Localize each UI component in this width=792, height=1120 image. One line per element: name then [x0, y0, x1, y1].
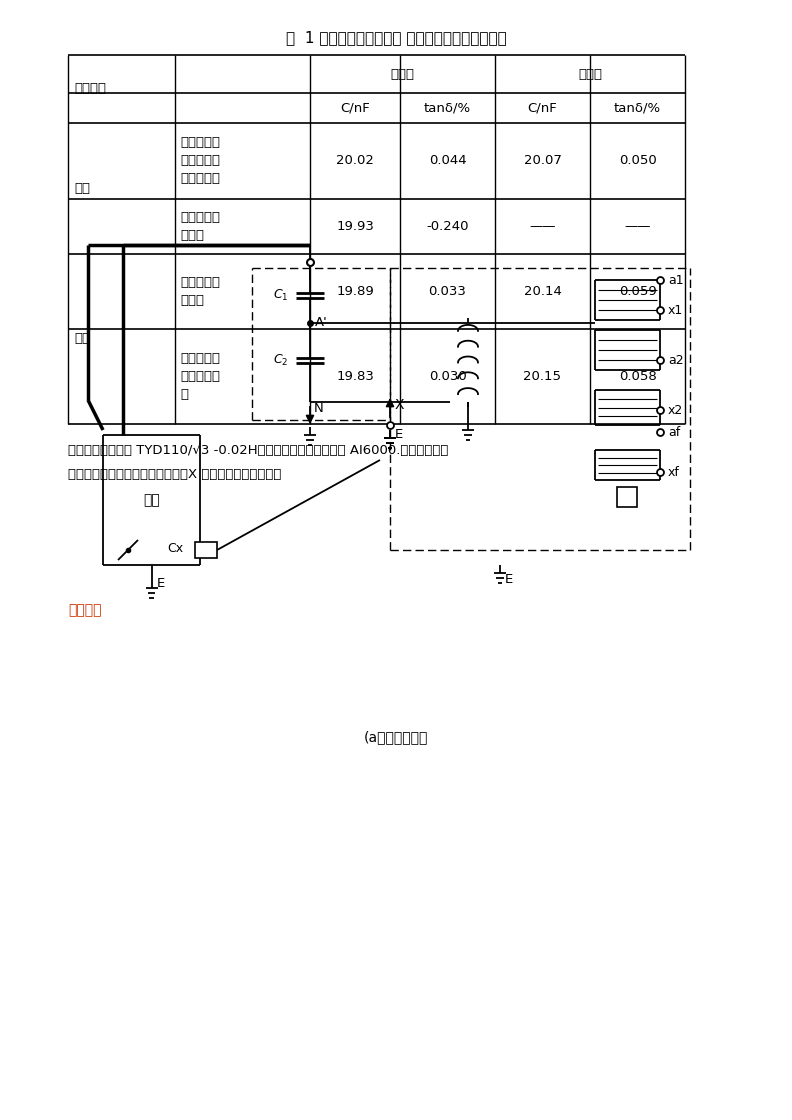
Text: E: E: [395, 428, 403, 441]
Text: X: X: [395, 398, 405, 412]
Text: 0.030: 0.030: [428, 370, 466, 383]
Text: 二次绕组端
子悬空: 二次绕组端 子悬空: [180, 211, 220, 242]
Text: C/nF: C/nF: [340, 102, 370, 114]
Text: 二次绕组端
子短路: 二次绕组端 子短路: [180, 276, 220, 307]
Text: 20.15: 20.15: [524, 370, 562, 383]
Text: 表  1 分体直接法与正接法 、反接法的测量数据对比: 表 1 分体直接法与正接法 、反接法的测量数据对比: [286, 30, 506, 45]
Text: 反接法: 反接法: [578, 67, 602, 81]
Text: 电容器下法兰接地；整体测量时，X 端子悬空，油箱接地。: 电容器下法兰接地；整体测量时，X 端子悬空，油箱接地。: [68, 468, 281, 480]
Text: ——: ——: [529, 220, 556, 233]
Bar: [195, 542, 217, 558]
Text: 说明：测量试品为 TYD110/√3 -0.02H，试验仪器采用数字电桥 AI6000.分体测量时，: 说明：测量试品为 TYD110/√3 -0.02H，试验仪器采用数字电桥 AI6…: [68, 444, 448, 457]
Text: 20.14: 20.14: [524, 284, 562, 298]
Text: -0.240: -0.240: [426, 220, 469, 233]
Text: x2: x2: [668, 403, 683, 417]
Text: x1: x1: [668, 304, 683, 317]
Bar: [617, 487, 637, 507]
Text: 0.044: 0.044: [428, 155, 466, 168]
Text: 分体: 分体: [74, 181, 90, 195]
Text: 高压: 高压: [143, 493, 160, 507]
Text: ——: ——: [624, 220, 651, 233]
Text: a1: a1: [668, 273, 683, 287]
Text: N: N: [314, 402, 324, 416]
Text: 19.83: 19.83: [336, 370, 374, 383]
Text: $C_2$: $C_2$: [272, 353, 288, 367]
Text: a2: a2: [668, 354, 683, 366]
Text: tanδ/%: tanδ/%: [614, 102, 661, 114]
Text: 电容分压器
本体（未接
电磁单元）: 电容分压器 本体（未接 电磁单元）: [180, 137, 220, 186]
Text: E: E: [505, 573, 513, 586]
Text: 高压电桥: 高压电桥: [68, 603, 101, 617]
Text: 20.07: 20.07: [524, 155, 562, 168]
Text: 19.89: 19.89: [336, 284, 374, 298]
Text: 0.058: 0.058: [619, 370, 657, 383]
Text: A': A': [315, 317, 328, 329]
Text: 0.050: 0.050: [619, 155, 657, 168]
Text: (a）试验接线图: (a）试验接线图: [364, 730, 428, 744]
Text: $C_1$: $C_1$: [272, 288, 288, 302]
Text: 正接法: 正接法: [390, 67, 414, 81]
Text: tanδ/%: tanδ/%: [424, 102, 471, 114]
Text: 测量状态: 测量状态: [74, 83, 106, 95]
Text: 19.93: 19.93: [336, 220, 374, 233]
Text: 0.033: 0.033: [428, 284, 466, 298]
Text: C/nF: C/nF: [527, 102, 558, 114]
Text: 二次绕组端
子短路并接
地: 二次绕组端 子短路并接 地: [180, 352, 220, 401]
Text: xf: xf: [668, 466, 680, 478]
Text: 0.059: 0.059: [619, 284, 657, 298]
Text: 20.02: 20.02: [336, 155, 374, 168]
Text: af: af: [668, 426, 680, 439]
Text: E: E: [157, 577, 165, 590]
Text: 整体: 整体: [74, 333, 90, 345]
Text: Cx: Cx: [167, 541, 183, 554]
